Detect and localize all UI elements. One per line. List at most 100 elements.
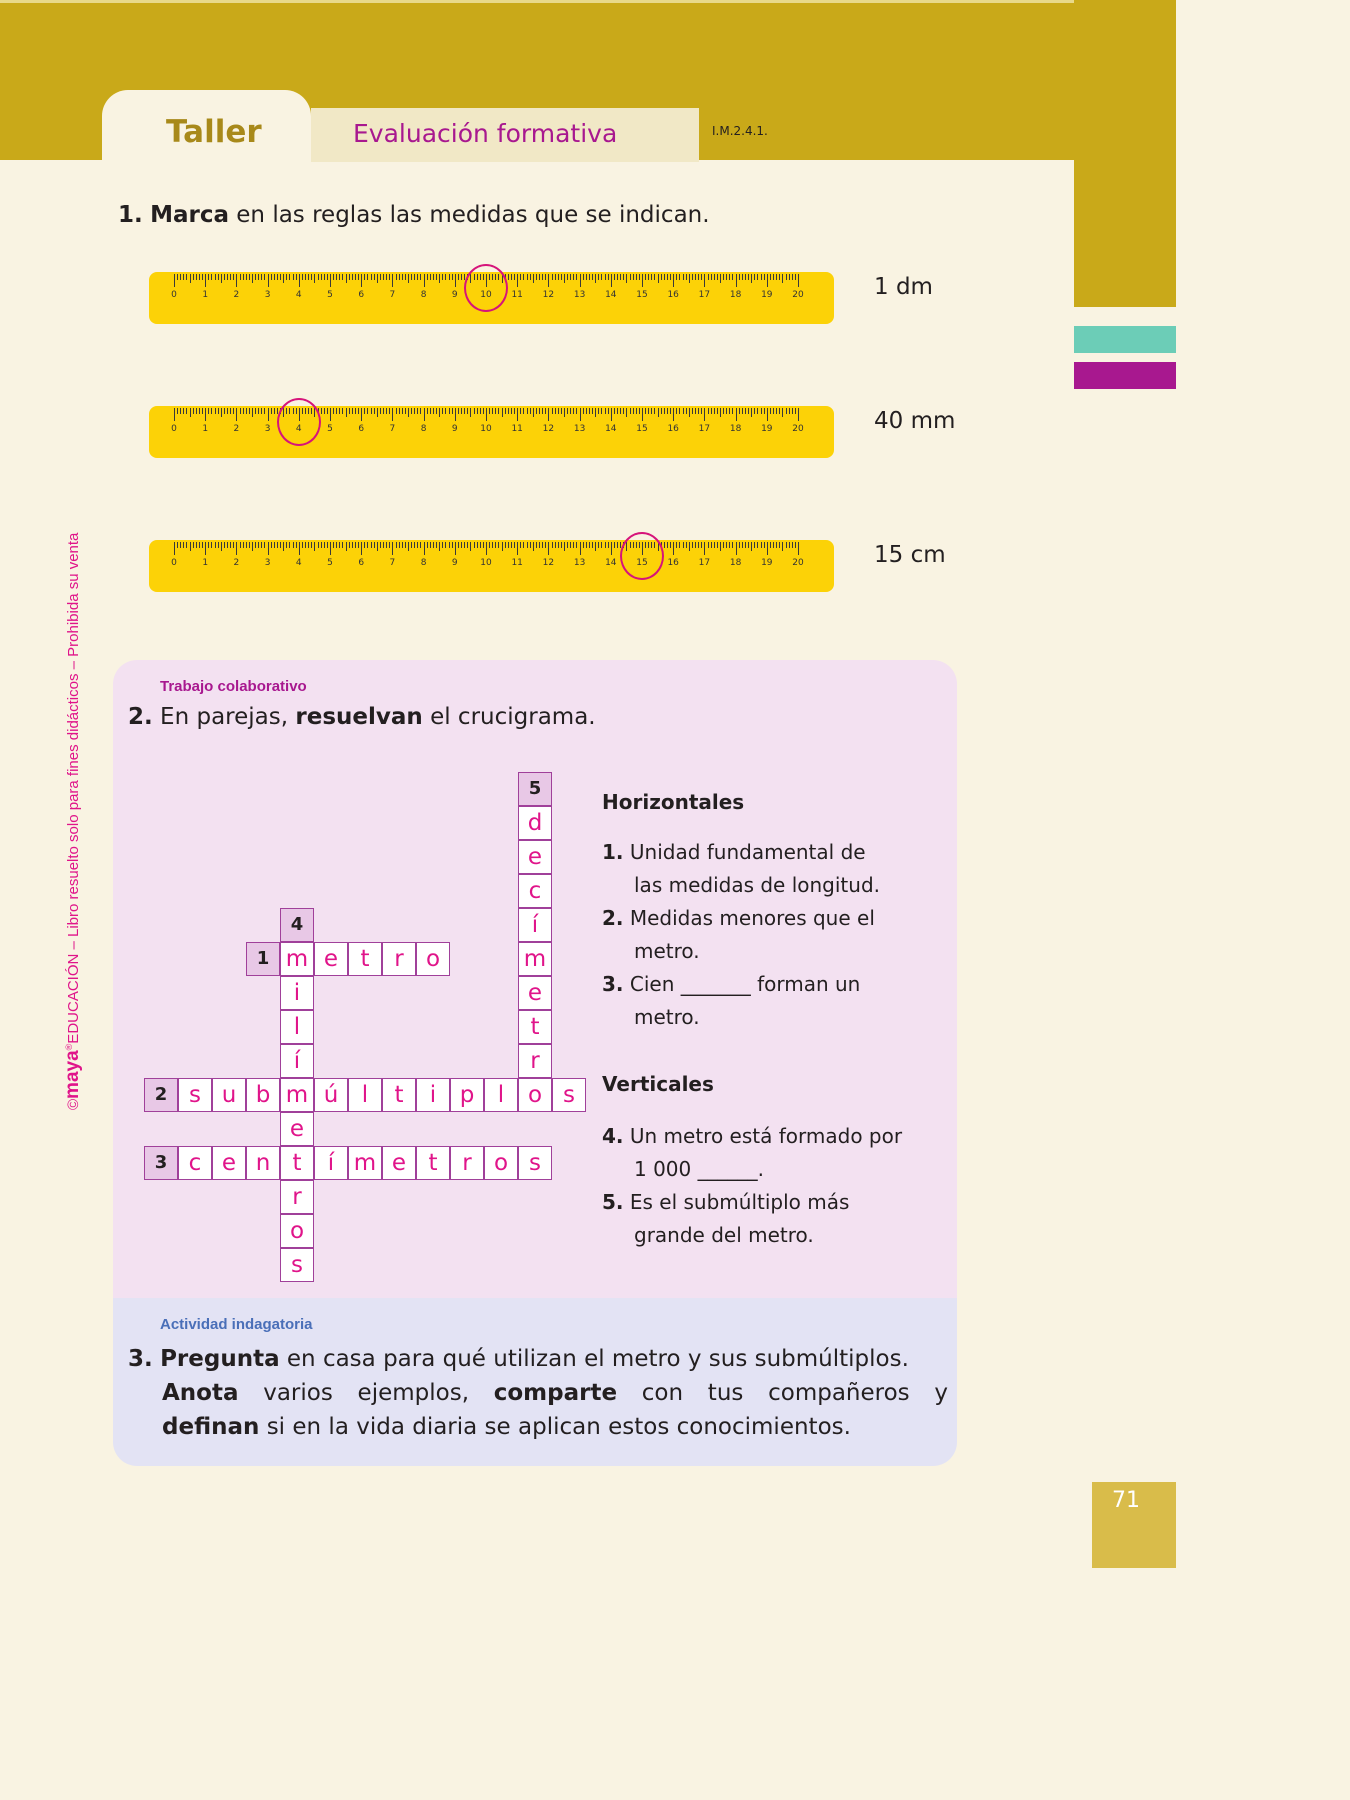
ruler-tick [673, 274, 675, 287]
ruler-tick [514, 542, 516, 548]
ruler-tick [373, 274, 375, 280]
ruler-tick [704, 408, 706, 421]
ruler-tick [595, 408, 597, 417]
crossword-cell[interactable]: r [280, 1180, 314, 1214]
ruler-tick [788, 408, 790, 414]
ruler-tick [342, 408, 344, 414]
crossword-cell[interactable]: s [280, 1248, 314, 1282]
crossword-cell[interactable]: o [416, 942, 450, 976]
ruler-tick [754, 408, 756, 414]
crossword-cell[interactable]: m [348, 1146, 382, 1180]
crossword-cell[interactable]: o [518, 1078, 552, 1112]
ruler-tick [510, 408, 512, 414]
ruler-tick [588, 274, 590, 280]
crossword-cell[interactable]: p [450, 1078, 484, 1112]
crossword-cell[interactable]: r [518, 1044, 552, 1078]
crossword-cell[interactable]: i [416, 1078, 450, 1112]
ruler-tick [604, 408, 606, 414]
crossword-cell[interactable]: e [518, 840, 552, 874]
taller-tab: Taller [102, 90, 311, 162]
ruler-tick [177, 408, 179, 414]
ruler-number: 20 [792, 424, 804, 434]
ruler-tick [217, 274, 219, 280]
crossword-cell[interactable]: l [484, 1078, 518, 1112]
ruler-tick [373, 408, 375, 414]
ruler-tick [620, 542, 622, 548]
ruler-tick [498, 542, 500, 548]
crossword-cell[interactable]: e [518, 976, 552, 1010]
ruler-tick [392, 408, 394, 421]
crossword-cell[interactable]: d [518, 806, 552, 840]
ruler-tick [688, 274, 690, 283]
crossword-cell[interactable]: e [314, 942, 348, 976]
crossword-cell[interactable]: l [348, 1078, 382, 1112]
crossword-cell[interactable]: ú [314, 1078, 348, 1112]
ruler-tick [788, 542, 790, 548]
ruler-tick [576, 542, 578, 548]
crossword-cell[interactable]: i [280, 976, 314, 1010]
ruler-tick [442, 274, 444, 280]
ruler-tick [757, 542, 759, 548]
crossword-cell[interactable]: e [382, 1146, 416, 1180]
ruler-tick [598, 274, 600, 280]
crossword-cell[interactable]: s [518, 1146, 552, 1180]
crossword-cell[interactable]: b [246, 1078, 280, 1112]
ruler-tick [454, 542, 456, 555]
ruler-tick [579, 408, 581, 421]
ruler-tick [791, 542, 793, 548]
crossword-cell[interactable]: í [518, 908, 552, 942]
crossword-cell[interactable]: o [280, 1214, 314, 1248]
ruler[interactable]: 0 1 2 3 4 5 6 7 8 9 10 11 12 13 14 15 16 17 18 19 20 [149, 406, 834, 458]
crossword-cell[interactable]: s [178, 1078, 212, 1112]
crossword-cell[interactable]: í [280, 1044, 314, 1078]
ruler-tick [242, 274, 244, 280]
brand-logo: maya [62, 1050, 83, 1099]
ruler-tick [526, 542, 528, 548]
crossword-cell[interactable]: m [280, 942, 314, 976]
ruler-tick [370, 408, 372, 414]
crossword-cell[interactable]: o [484, 1146, 518, 1180]
ruler-tick [529, 408, 531, 414]
crossword-cell[interactable]: t [382, 1078, 416, 1112]
crossword-cell[interactable]: e [212, 1146, 246, 1180]
crossword-cell[interactable]: m [280, 1078, 314, 1112]
crossword-cell[interactable]: t [280, 1146, 314, 1180]
crossword-cell[interactable]: r [450, 1146, 484, 1180]
ruler-tick [208, 408, 210, 414]
ruler-tick [386, 274, 388, 280]
crossword-cell[interactable]: t [416, 1146, 450, 1180]
ruler-tick [451, 274, 453, 280]
crossword-cell[interactable]: t [348, 942, 382, 976]
clue-text: 1 000 ______. [634, 1157, 764, 1181]
ruler-tick [305, 542, 307, 548]
ruler-tick [735, 274, 737, 287]
crossword-cell[interactable]: c [518, 874, 552, 908]
crossword-cell[interactable]: n [246, 1146, 280, 1180]
crossword-cell[interactable]: c [178, 1146, 212, 1180]
ruler-tick [420, 542, 422, 548]
ruler-tick [629, 274, 631, 280]
crossword-cell[interactable]: e [280, 1112, 314, 1146]
ruler-tick [408, 408, 409, 417]
ruler-tick [398, 408, 400, 414]
ruler-tick [748, 542, 750, 548]
crossword-cell[interactable]: s [552, 1078, 586, 1112]
ruler-tick [348, 408, 350, 414]
crossword-cell[interactable]: r [382, 942, 416, 976]
ruler-tick [467, 408, 469, 414]
ruler-tick [426, 408, 428, 414]
ruler[interactable]: 0 1 2 3 4 5 6 7 8 9 10 11 12 13 14 15 16 17 18 19 20 [149, 540, 834, 592]
crossword-cell[interactable]: í [314, 1146, 348, 1180]
copyright-symbol: © [65, 1098, 82, 1110]
ruler-tick [361, 542, 363, 555]
ruler-tick [180, 542, 182, 548]
q3-text: varios ejemplos, [238, 1380, 494, 1406]
crossword-cell[interactable]: t [518, 1010, 552, 1044]
ruler-tick [532, 542, 534, 551]
crossword-cell[interactable]: l [280, 1010, 314, 1044]
ruler-tick [429, 408, 431, 414]
crossword-cell[interactable]: u [212, 1078, 246, 1112]
crossword-cell[interactable]: m [518, 942, 552, 976]
ruler-tick [501, 542, 503, 551]
ruler-number: 17 [698, 424, 711, 434]
